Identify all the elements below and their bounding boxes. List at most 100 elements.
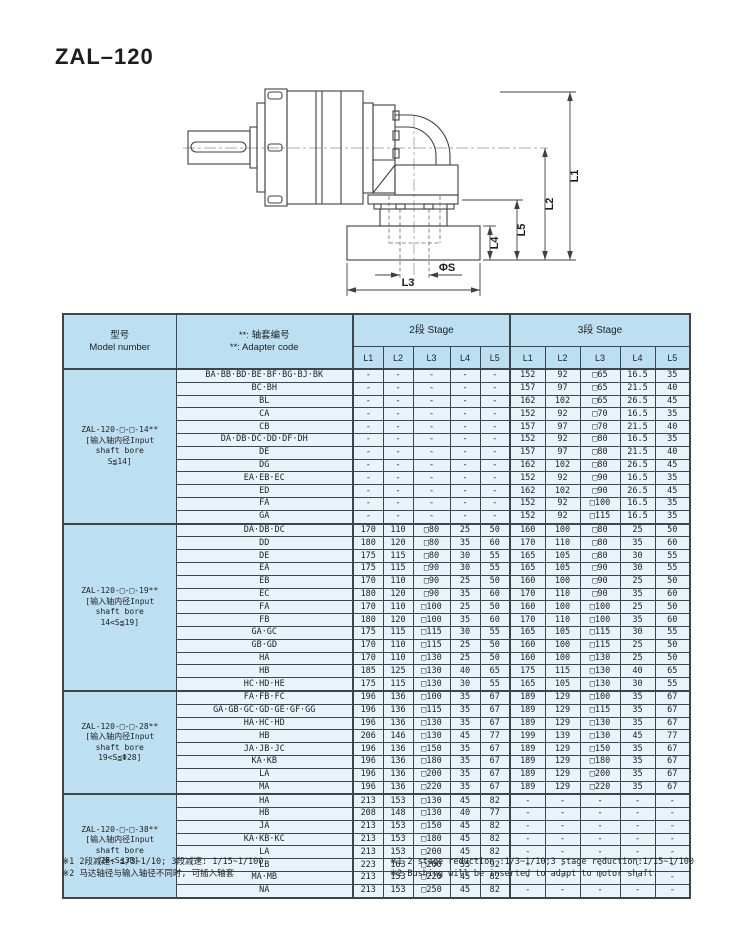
adapter-code-cell: MA·MB bbox=[175, 871, 354, 885]
stage3-value-cell: - bbox=[654, 858, 691, 873]
spec-table-head: 型号 Model number **: 轴套编号 **: Adapter cod… bbox=[62, 313, 691, 370]
stage2-value-cell: - bbox=[382, 407, 414, 422]
stage2-value-cell: 136 bbox=[382, 767, 414, 782]
stage2-value-cell: - bbox=[352, 496, 384, 511]
stage2-value-cell: 35 bbox=[449, 536, 481, 551]
stage3-value-cell: 102 bbox=[544, 394, 581, 409]
stage3-value-cell: 45 bbox=[654, 484, 691, 498]
stage3-value-cell: 165 bbox=[509, 677, 546, 692]
stage2-value-cell: 180 bbox=[352, 587, 384, 602]
adapter-code-cell: BC·BH bbox=[175, 381, 354, 396]
stage2-value-cell: - bbox=[382, 432, 414, 447]
stage3-value-cell: 110 bbox=[544, 536, 581, 551]
stage2-value-cell: 40 bbox=[449, 807, 481, 821]
stage3-value-cell: 60 bbox=[654, 587, 691, 602]
stage3-value-cell: 35 bbox=[619, 613, 656, 627]
stage2-value-cell: 55 bbox=[479, 561, 511, 576]
stage3-value-cell: 152 bbox=[509, 496, 546, 511]
stage3-value-cell: 40 bbox=[654, 445, 691, 460]
stage3-value-cell: - bbox=[619, 883, 656, 899]
dim-label-l1: L1 bbox=[569, 170, 581, 183]
stage3-value-cell: - bbox=[619, 819, 656, 834]
stage3-value-cell: 92 bbox=[544, 509, 581, 525]
stage2-value-cell: 35 bbox=[449, 754, 481, 769]
stage3-value-cell: 160 bbox=[509, 651, 546, 666]
stage2-value-cell: □100 bbox=[412, 689, 451, 705]
stage2-value-cell: 153 bbox=[382, 832, 414, 847]
stage3-value-cell: 170 bbox=[509, 536, 546, 551]
col-header-l2: L2 bbox=[544, 346, 581, 370]
stage2-value-cell: 136 bbox=[382, 780, 414, 795]
stage3-value-cell: 152 bbox=[509, 471, 546, 486]
stage2-value-cell: 25 bbox=[449, 574, 481, 589]
table-row: ZAL-120-□-□-28** [输入轴内径Input shaft bore 19<… bbox=[62, 689, 691, 795]
adapter-code-header: **: 轴套编号 **: Adapter code bbox=[175, 313, 354, 370]
adapter-code-cell: JA·JB·JC bbox=[175, 742, 354, 756]
stage2-value-cell: 67 bbox=[479, 703, 511, 718]
stage2-value-cell: 55 bbox=[479, 549, 511, 563]
model-cell: ZAL-120-□-□-19** [输入轴内径Input shaft bore 14<… bbox=[62, 522, 177, 692]
stage2-value-cell: 170 bbox=[352, 600, 384, 615]
stage2-value-cell: □80 bbox=[412, 549, 451, 563]
stage2-value-cell: 82 bbox=[479, 845, 511, 860]
stage2-value-cell: 213 bbox=[352, 871, 384, 885]
stage2-value-cell: 82 bbox=[479, 793, 511, 809]
model-cell: ZAL-120-□-□-14** [输入轴内径Input shaft bore S≦1… bbox=[62, 368, 177, 525]
stage2-value-cell: - bbox=[382, 445, 414, 460]
dim-label-l4: L4 bbox=[489, 236, 501, 250]
stage2-value-cell: - bbox=[412, 367, 451, 383]
stage2-value-cell: 50 bbox=[479, 638, 511, 653]
adapter-code-cell: HB bbox=[175, 729, 354, 744]
stage2-value-cell: 120 bbox=[382, 587, 414, 602]
stage2-value-cell: □80 bbox=[412, 522, 451, 538]
stage2-value-cell: 213 bbox=[352, 883, 384, 899]
stage2-value-cell: 35 bbox=[449, 780, 481, 795]
stage2-value-cell: 60 bbox=[479, 536, 511, 551]
stage3-value-cell: 100 bbox=[544, 574, 581, 589]
stage3-value-cell: 92 bbox=[544, 407, 581, 422]
table-row: ZAL-120-□-□-38** [输入轴内径Input shaft bore 28<… bbox=[62, 793, 691, 899]
stage2-value-cell: 180 bbox=[352, 613, 384, 627]
stage2-value-cell: - bbox=[412, 471, 451, 486]
stage3-value-cell: □90 bbox=[579, 561, 621, 576]
stage2-value-cell: 35 bbox=[449, 587, 481, 602]
stage3-value-cell: - bbox=[654, 807, 691, 821]
stage2-value-cell: 35 bbox=[449, 613, 481, 627]
stage3-value-cell: - bbox=[619, 793, 656, 809]
table-row: DA·DB·DC·DD·DF·DH - - - - -152 92 □80 16.5 35 bbox=[63, 432, 691, 447]
stage3-value-cell: □100 bbox=[579, 600, 621, 615]
dim-label-l2: L2 bbox=[544, 198, 556, 211]
stage3-value-cell: □65 bbox=[579, 394, 621, 409]
stage2-value-cell: 196 bbox=[352, 716, 384, 731]
stage3-value-cell: 129 bbox=[544, 767, 581, 782]
stage3-value-cell: 35 bbox=[654, 367, 691, 383]
stage3-value-cell: 157 bbox=[509, 445, 546, 460]
stage2-value-cell: - bbox=[479, 394, 511, 409]
adapter-header-zh: **: 轴套编号 bbox=[238, 329, 290, 341]
stage2-value-cell: 223 bbox=[352, 858, 384, 873]
stage2-value-cell: 77 bbox=[479, 729, 511, 744]
table-row: HA·HC·HD 196 136 □130 35 67 189 129 □130 35 67 bbox=[63, 716, 691, 731]
stage3-value-cell: 30 bbox=[619, 625, 656, 640]
stage3-value-cell: - bbox=[544, 832, 581, 847]
stage3-value-cell: 35 bbox=[654, 496, 691, 511]
stage2-value-cell: 30 bbox=[449, 549, 481, 563]
stage3-value-cell: 129 bbox=[544, 754, 581, 769]
stage2-value-cell: 45 bbox=[449, 845, 481, 860]
stage3-value-cell: - bbox=[654, 793, 691, 809]
stage3-value-cell: - bbox=[544, 883, 581, 899]
stage2-value-cell: □100 bbox=[412, 613, 451, 627]
adapter-code-cell: GA·GB·GC·GD·GE·GF·GG bbox=[175, 703, 354, 718]
stage3-value-cell: - bbox=[619, 832, 656, 847]
model-header-zh: 型号 bbox=[110, 329, 130, 341]
col-header-l3: L3 bbox=[412, 346, 451, 370]
page-title: ZAL–120 bbox=[55, 44, 154, 69]
stage3-value-cell: 160 bbox=[509, 600, 546, 615]
stage2-value-cell: 77 bbox=[479, 807, 511, 821]
stage2-value-cell: 67 bbox=[479, 689, 511, 705]
stage3-value-cell: 16.5 bbox=[619, 471, 656, 486]
stage2-value-cell: □180 bbox=[412, 832, 451, 847]
adapter-code-cell: EA bbox=[175, 561, 354, 576]
stage2-value-cell: 35 bbox=[449, 767, 481, 782]
stage2-value-cell: - bbox=[382, 458, 414, 473]
